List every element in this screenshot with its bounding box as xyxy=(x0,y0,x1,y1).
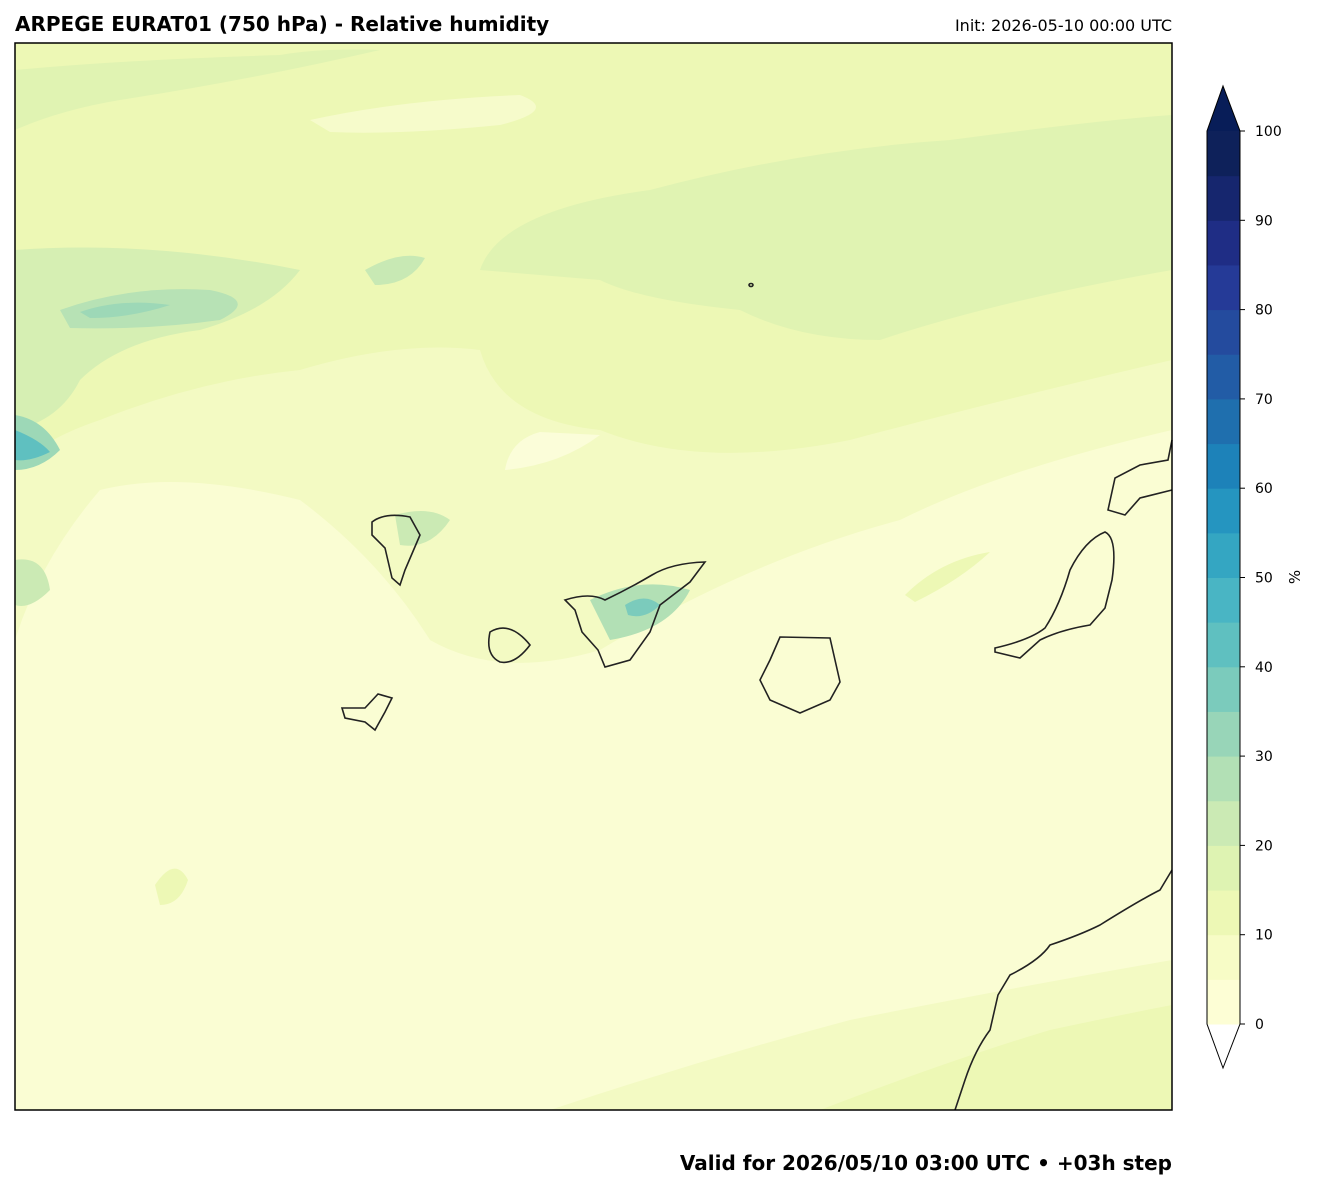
colorbar-tick-label: 70 xyxy=(1255,392,1273,408)
coastlines xyxy=(340,282,1173,1111)
colorbar-band xyxy=(1207,845,1240,891)
colorbar-tick-label: 10 xyxy=(1255,928,1273,944)
colorbar-tick-label: 60 xyxy=(1255,481,1273,497)
colorbar-band xyxy=(1207,443,1240,489)
map-frame xyxy=(14,42,1173,1111)
colorbar-band xyxy=(1207,577,1240,623)
colorbar-tick-label: 30 xyxy=(1255,749,1273,765)
colorbar-band xyxy=(1207,800,1240,846)
colorbar-band xyxy=(1207,175,1240,221)
colorbar-band xyxy=(1207,309,1240,355)
colorbar: 0 10 20 30 40 50 60 70 80 90 100 xyxy=(1207,86,1282,1068)
colorbar-band xyxy=(1207,711,1240,757)
colorbar-band xyxy=(1207,979,1240,1025)
colorbar-tick-label: 90 xyxy=(1255,213,1273,229)
colorbar-tick-label: 40 xyxy=(1255,660,1273,676)
colorbar-label: % xyxy=(1286,570,1304,584)
colorbar-extend-min xyxy=(1207,1024,1240,1068)
colorbar-tick-label: 100 xyxy=(1255,124,1282,140)
title: ARPEGE EURAT01 (750 hPa) - Relative humi… xyxy=(15,12,549,36)
colorbar-band xyxy=(1207,354,1240,400)
colorbar-outline xyxy=(1206,84,1241,1070)
colorbar-band xyxy=(1207,890,1240,936)
colorbar-extend-max xyxy=(1207,86,1240,131)
colorbar-band xyxy=(1207,934,1240,980)
colorbar-tick-label: 20 xyxy=(1255,838,1273,854)
colorbar-tick-label: 80 xyxy=(1255,303,1273,319)
colorbar-band xyxy=(1207,532,1240,578)
colorbar-band xyxy=(1207,666,1240,712)
colorbar-band xyxy=(1207,131,1240,177)
valid-time: Valid for 2026/05/10 03:00 UTC • +03h st… xyxy=(680,1151,1172,1175)
colorbar-band xyxy=(1207,488,1240,534)
colorbar-band xyxy=(1207,264,1240,311)
humidity-field xyxy=(15,43,1172,1110)
colorbar-band xyxy=(1207,220,1240,266)
colorbar-band xyxy=(1207,756,1240,802)
init-time: Init: 2026-05-10 00:00 UTC xyxy=(955,16,1172,35)
colorbar-tick-label: 0 xyxy=(1255,1017,1264,1033)
colorbar-band xyxy=(1207,622,1240,668)
colorbar-band xyxy=(1207,398,1240,445)
colorbar-tick-label: 50 xyxy=(1255,571,1273,587)
